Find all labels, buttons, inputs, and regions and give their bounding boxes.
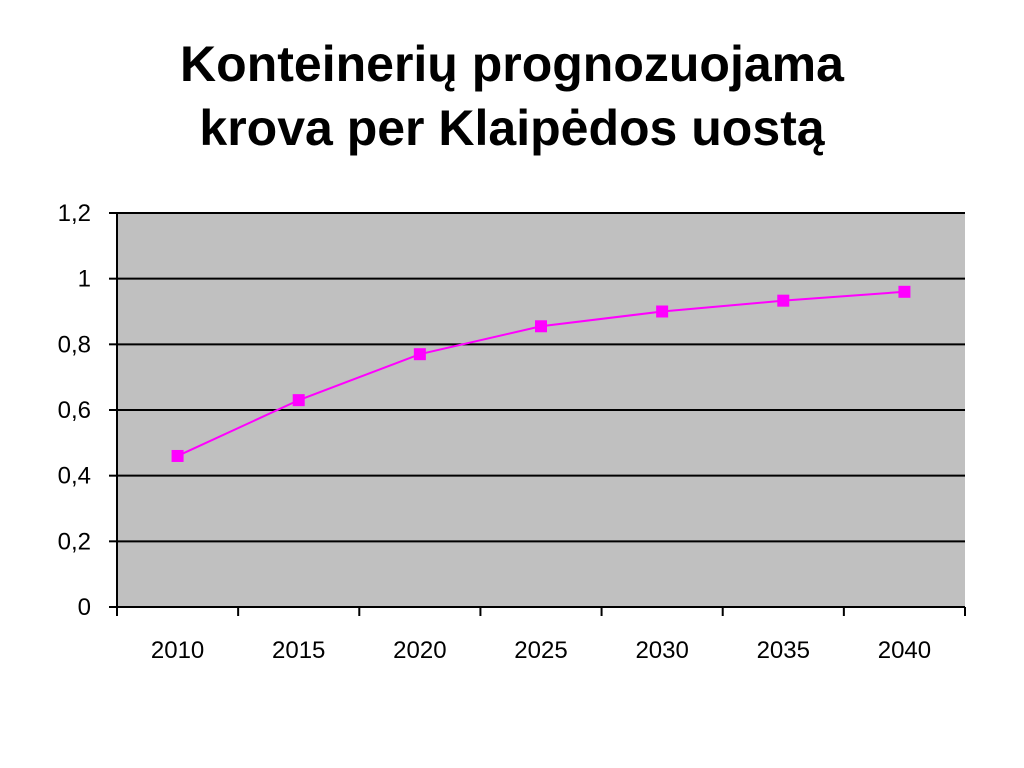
x-tick-label: 2020 <box>393 637 446 664</box>
y-tick-label: 0 <box>78 594 91 621</box>
x-tick-label: 2040 <box>878 637 931 664</box>
slide-title-line-2: krova per Klaipėdos uostą <box>199 100 825 156</box>
data-point <box>777 294 790 307</box>
data-point <box>656 305 669 318</box>
slide-title-line-1: Konteinerių prognozuojama <box>180 36 844 92</box>
data-point <box>292 394 305 407</box>
y-tick-label: 1 <box>78 266 91 293</box>
y-tick-label: 1,2 <box>58 200 91 227</box>
y-tick-label: 0,2 <box>58 528 91 555</box>
x-tick-label: 2010 <box>151 637 204 664</box>
data-point <box>535 320 547 333</box>
data-point <box>171 449 184 462</box>
slide-title: Konteinerių prognozuojama krova per Klai… <box>0 32 1024 160</box>
x-axis-tick-labels: 2010 2015 2020 2025 2030 2035 2040 <box>151 637 931 664</box>
x-tick-label: 2035 <box>757 637 810 664</box>
axes <box>109 212 966 616</box>
data-point <box>413 348 426 361</box>
series <box>171 285 911 462</box>
x-tick-label: 2030 <box>635 637 688 664</box>
y-tick-label: 0,8 <box>58 331 91 358</box>
left-edge-mask <box>0 193 52 627</box>
y-tick-label: 0,6 <box>58 397 91 424</box>
y-tick-label: 0,4 <box>58 463 91 490</box>
x-tick-label: 2025 <box>514 637 567 664</box>
y-axis-tick-labels: 0 0,2 0,4 0,6 0,8 1 1,2 <box>58 200 91 621</box>
gridlines <box>117 212 965 543</box>
x-tick-label: 2015 <box>272 637 325 664</box>
data-point <box>898 285 911 298</box>
